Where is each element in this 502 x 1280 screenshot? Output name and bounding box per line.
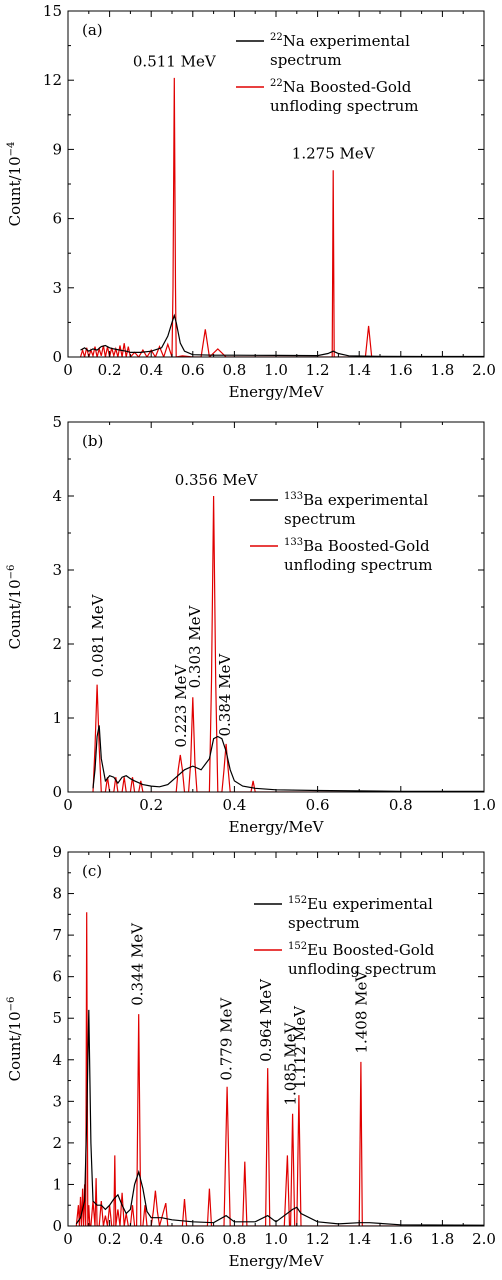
y-tick-label: 3	[52, 561, 62, 579]
peak-label: 0.779 MeV	[217, 997, 235, 1081]
y-tick-label: 9	[52, 140, 62, 158]
peak-label: 0.303 MeV	[186, 604, 204, 688]
x-tick-label: 1.0	[264, 1230, 288, 1248]
x-tick-label: 0.6	[306, 796, 330, 814]
unfolding-series-line-3	[75, 912, 484, 1226]
peak-label: 0.964 MeV	[257, 978, 275, 1062]
legend-entry-line1: 152Eu Boosted-Gold	[288, 941, 435, 959]
x-tick-label: 0.2	[98, 361, 122, 379]
x-tick-label: 1.4	[347, 361, 371, 379]
legend-entry-line2: spectrum	[288, 914, 360, 932]
y-tick-label: 4	[52, 1051, 62, 1069]
x-tick-label: 2.0	[472, 1230, 496, 1248]
y-axis-label: Count/10−6	[6, 565, 24, 650]
y-tick-label: 0	[52, 1217, 62, 1235]
y-tick-label: 12	[43, 71, 62, 89]
x-tick-label: 0.2	[139, 796, 163, 814]
peak-label: 0.081 MeV	[89, 593, 107, 677]
peak-label: 0.344 MeV	[129, 922, 147, 1006]
legend-entry-line1: 133Ba experimental	[284, 491, 428, 509]
y-tick-label: 15	[43, 2, 62, 20]
x-tick-label: 0.4	[139, 361, 163, 379]
y-tick-label: 8	[52, 885, 62, 903]
panel-tag: (c)	[82, 862, 102, 880]
legend-entry-line2: spectrum	[270, 51, 342, 69]
peak-label: 1.085 MeV	[282, 1022, 300, 1106]
x-tick-label: 1.8	[430, 361, 454, 379]
x-tick-label: 1.8	[430, 1230, 454, 1248]
y-tick-label: 5	[52, 1009, 62, 1027]
legend-entry-line1: 152Eu experimental	[288, 895, 433, 913]
peak-label: 0.384 MeV	[216, 653, 234, 737]
y-tick-label: 1	[52, 1175, 62, 1193]
y-tick-label: 0	[52, 783, 62, 801]
plot-frame	[67, 421, 485, 793]
y-tick-label: 9	[52, 843, 62, 861]
x-tick-label: 0.4	[139, 1230, 163, 1248]
panel-tag: (a)	[82, 21, 103, 39]
peak-label: 1.275 MeV	[292, 145, 376, 163]
x-tick-label: 1.0	[472, 796, 496, 814]
x-tick-label: 1.2	[306, 361, 330, 379]
x-tick-label: 0	[63, 361, 73, 379]
x-axis-label: Energy/MeV	[229, 383, 325, 401]
peak-label: 1.408 MeV	[352, 970, 370, 1054]
x-tick-label: 0.6	[181, 361, 205, 379]
x-tick-label: 0.8	[222, 1230, 246, 1248]
legend-entry-line1: 22Na experimental	[270, 32, 410, 50]
y-axis-label: Count/10−4	[6, 142, 24, 227]
y-tick-label: 3	[52, 279, 62, 297]
legend-entry-line2: spectrum	[284, 510, 356, 528]
peak-label: 0.223 MeV	[172, 664, 190, 748]
x-tick-label: 1.4	[347, 1230, 371, 1248]
y-tick-label: 2	[52, 635, 62, 653]
y-tick-label: 1	[52, 709, 62, 727]
experimental-series-line-3	[75, 1009, 484, 1226]
y-tick-label: 3	[52, 1092, 62, 1110]
legend-entry-line2: unfloding spectrum	[270, 97, 418, 115]
x-tick-label: 0.6	[181, 1230, 205, 1248]
x-tick-label: 0.8	[222, 361, 246, 379]
y-tick-label: 2	[52, 1134, 62, 1152]
x-tick-label: 1.6	[389, 1230, 413, 1248]
y-tick-label: 6	[52, 968, 62, 986]
peak-label: 0.511 MeV	[133, 52, 217, 70]
unfolding-series-line-1	[79, 77, 484, 357]
peak-label: 1.112 MeV	[291, 1005, 309, 1089]
x-tick-label: 1.6	[389, 361, 413, 379]
y-tick-label: 7	[52, 926, 62, 944]
y-tick-label: 0	[52, 348, 62, 366]
x-tick-label: 0.4	[222, 796, 246, 814]
x-tick-label: 0.8	[389, 796, 413, 814]
x-tick-label: 1.2	[306, 1230, 330, 1248]
x-axis-label: Energy/MeV	[229, 1252, 325, 1270]
chart-panel-3: 0 0.2 0.4 0.6 0.8 1.0 1.2 1.4 1.6 1.8 2.0 0 1 2 3 4 5 6 7 8…	[6, 843, 496, 1270]
panel-tag: (b)	[82, 432, 103, 450]
legend-entry-line2: unfloding spectrum	[288, 960, 436, 978]
y-tick-label: 6	[52, 210, 62, 228]
legend-entry-line1: 22Na Boosted-Gold	[270, 78, 412, 96]
x-tick-label: 1.0	[264, 361, 288, 379]
x-axis-label: Energy/MeV	[229, 818, 325, 836]
y-tick-label: 4	[52, 487, 62, 505]
y-tick-label: 5	[52, 413, 62, 431]
experimental-series-line-2	[92, 725, 484, 792]
legend-entry-line1: 133Ba Boosted-Gold	[284, 537, 430, 555]
x-tick-label: 2.0	[472, 361, 496, 379]
experimental-series-line-1	[80, 313, 484, 357]
chart-panel-1: 0 0.2 0.4 0.6 0.8 1.0 1.2 1.4 1.6 1.8 2.0 0 3 6 9 12 15 E…	[6, 2, 496, 401]
y-axis-label: Count/10−6	[6, 997, 24, 1082]
legend-entry-line2: unfloding spectrum	[284, 556, 432, 574]
x-tick-label: 0.2	[98, 1230, 122, 1248]
x-tick-label: 0	[63, 796, 73, 814]
x-tick-label: 0	[63, 1230, 73, 1248]
chart-panel-2: 0 0.2 0.4 0.6 0.8 1.0 0 1 2 3 4 5 Energy/MeV Count/10…	[6, 413, 496, 836]
peak-label: 0.356 MeV	[175, 471, 259, 489]
